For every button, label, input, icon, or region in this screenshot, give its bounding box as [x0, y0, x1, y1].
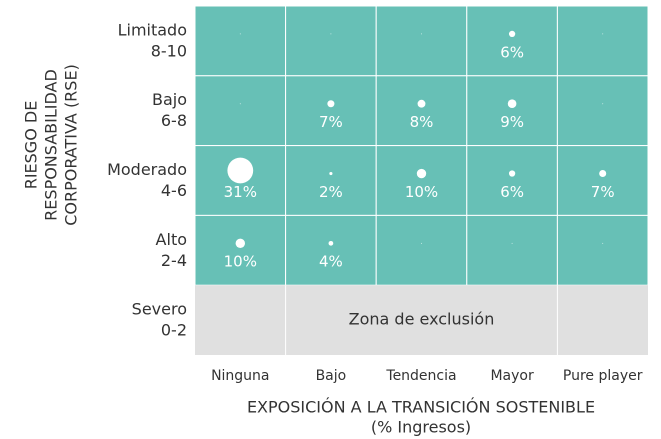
- y-tick-label: 8-10: [151, 41, 187, 60]
- y-tick-label: Moderado: [107, 160, 187, 179]
- cell: [556, 5, 649, 77]
- value-label: 31%: [224, 183, 257, 201]
- empty-dot: [421, 33, 422, 35]
- bubble: [507, 99, 517, 109]
- y-tick-label: Alto: [156, 230, 187, 249]
- cell: [194, 214, 287, 286]
- cell: [375, 5, 468, 77]
- y-tick-label: 0-2: [161, 321, 187, 340]
- y-axis-title: RESPONSABILIDAD: [42, 69, 61, 221]
- cell: [285, 75, 377, 147]
- cell: [285, 5, 377, 77]
- value-label: 6%: [500, 43, 524, 61]
- empty-dot: [239, 33, 241, 35]
- empty-dot: [330, 33, 332, 35]
- value-label: 9%: [500, 113, 524, 131]
- empty-dot: [421, 242, 422, 244]
- cell: [556, 214, 649, 286]
- cell: [556, 145, 649, 216]
- x-tick-label: Bajo: [316, 368, 347, 384]
- cell: [285, 214, 377, 286]
- bubble: [328, 240, 334, 246]
- x-axis-title: EXPOSICIÓN A LA TRANSICIÓN SOSTENIBLE: [247, 398, 595, 417]
- bubble: [417, 99, 426, 108]
- y-tick-label: 4-6: [161, 181, 187, 200]
- empty-dot: [602, 103, 604, 105]
- empty-dot: [602, 242, 604, 244]
- cell: [375, 214, 468, 286]
- bubble: [508, 30, 516, 38]
- value-label: 7%: [319, 113, 343, 131]
- cell: [375, 145, 468, 216]
- cell: [285, 145, 377, 216]
- value-label: 2%: [319, 183, 343, 201]
- y-tick-label: Bajo: [152, 90, 187, 109]
- cell: [375, 75, 468, 147]
- y-tick-label: 2-4: [161, 251, 187, 270]
- exclusion-label: Zona de exclusión: [349, 310, 495, 329]
- bubble: [508, 170, 516, 177]
- x-axis-subtitle: (% Ingresos): [371, 418, 471, 437]
- y-axis-title: CORPORATIVA (RSE): [62, 64, 81, 226]
- x-tick-label: Ninguna: [211, 368, 269, 384]
- y-tick-label: Severo: [132, 300, 187, 319]
- empty-dot: [602, 33, 604, 35]
- value-label: 8%: [410, 113, 434, 131]
- cell: [466, 214, 558, 286]
- bubble: [329, 171, 333, 176]
- bubble: [235, 238, 245, 249]
- cell: [466, 145, 558, 216]
- y-axis-title: RIESGO DE: [22, 101, 41, 190]
- value-label: 4%: [319, 253, 343, 271]
- value-label: 6%: [500, 183, 524, 201]
- bubble: [227, 157, 254, 184]
- cell: [194, 5, 287, 77]
- y-tick-label: Limitado: [118, 20, 187, 39]
- y-tick-label: 6-8: [161, 111, 187, 130]
- x-tick-label: Mayor: [490, 368, 534, 384]
- cell: [466, 5, 558, 77]
- bubble: [416, 168, 427, 179]
- bubble: [327, 100, 335, 108]
- cell: [556, 75, 649, 147]
- value-label: 10%: [405, 183, 438, 201]
- x-tick-label: Pure player: [563, 368, 643, 384]
- x-tick-label: Tendencia: [385, 368, 456, 384]
- empty-dot: [239, 103, 241, 105]
- value-label: 7%: [591, 183, 615, 201]
- empty-dot: [511, 242, 513, 244]
- cell: [466, 75, 558, 147]
- cell: [194, 75, 287, 147]
- bubble: [599, 169, 607, 178]
- exclusion-zone: [195, 285, 648, 355]
- value-label: 10%: [224, 253, 257, 271]
